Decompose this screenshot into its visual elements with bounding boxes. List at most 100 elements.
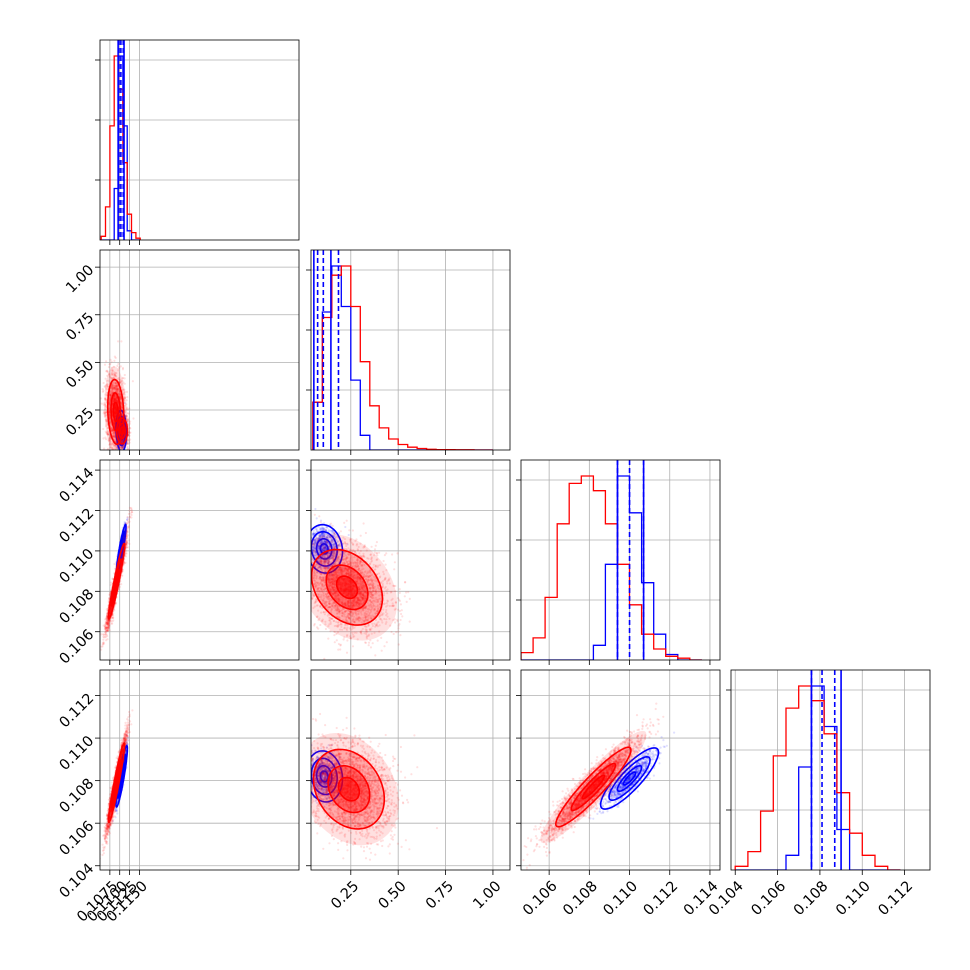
red-point — [111, 387, 115, 390]
red-point — [118, 366, 121, 369]
red-point — [108, 443, 112, 446]
red-point — [116, 377, 119, 380]
red-point — [112, 365, 115, 368]
red-point — [111, 384, 114, 387]
red-point — [105, 410, 108, 413]
red-point — [106, 369, 109, 372]
red-point — [126, 476, 128, 478]
red-point — [117, 388, 120, 391]
red-point — [112, 383, 115, 386]
red-point — [113, 397, 117, 400]
red-point — [111, 369, 114, 373]
red-point — [105, 370, 108, 373]
red-point — [113, 397, 116, 400]
red-point — [114, 356, 117, 359]
red-point — [101, 390, 104, 393]
red-point — [111, 391, 114, 394]
red-point — [110, 360, 113, 363]
red-point — [114, 408, 117, 411]
red-point — [114, 414, 117, 417]
red-point — [119, 395, 122, 398]
red-point — [121, 377, 124, 380]
red-point — [113, 447, 116, 450]
red-point — [108, 438, 111, 442]
red-point — [110, 372, 114, 375]
red-point — [113, 423, 116, 426]
red-point — [108, 439, 111, 443]
red-point — [109, 358, 112, 361]
red-point — [118, 393, 122, 397]
red-point — [126, 418, 129, 421]
red-point — [114, 372, 117, 375]
red-point — [112, 381, 115, 384]
blue-point — [120, 441, 123, 444]
red-point — [110, 428, 113, 432]
red-point — [114, 375, 117, 378]
red-point — [109, 394, 112, 397]
panel-frame — [730, 669, 931, 871]
red-point — [121, 379, 124, 382]
red-point — [108, 397, 111, 400]
red-point — [109, 362, 112, 365]
red-point — [115, 399, 118, 402]
red-point — [113, 422, 116, 425]
red-point — [119, 394, 122, 397]
red-point — [106, 374, 109, 377]
red-point — [116, 446, 119, 449]
red-point — [111, 429, 114, 432]
red-point — [109, 439, 112, 442]
red-point — [121, 452, 123, 454]
red-point — [113, 435, 116, 438]
red-point — [117, 388, 120, 391]
red-point — [125, 403, 128, 406]
red-point — [115, 385, 118, 388]
red-point — [123, 373, 126, 377]
red-point — [116, 400, 119, 403]
red-point — [128, 434, 131, 437]
red-point — [114, 384, 117, 387]
red-point — [111, 377, 114, 380]
hist-red-2 — [521, 475, 702, 660]
red-point — [113, 399, 116, 402]
panel-frame — [520, 459, 721, 661]
red-point — [114, 411, 117, 415]
red-point — [115, 382, 118, 385]
red-point — [110, 377, 113, 380]
red-point — [108, 446, 112, 449]
red-point — [115, 382, 118, 385]
red-point — [111, 447, 114, 450]
red-point — [114, 398, 117, 401]
red-point — [126, 447, 129, 450]
red-point — [120, 441, 124, 444]
red-point — [113, 395, 116, 398]
red-point — [127, 439, 130, 442]
red-point — [114, 397, 117, 400]
red-point — [114, 406, 117, 409]
red-point — [113, 421, 116, 424]
red-point — [126, 445, 129, 449]
red-point — [114, 386, 117, 389]
red-point — [114, 406, 117, 409]
red-point — [108, 437, 111, 440]
red-point — [116, 400, 119, 403]
red-point — [103, 447, 106, 450]
red-point — [109, 390, 112, 393]
red-point — [113, 399, 117, 402]
red-point — [113, 444, 116, 447]
red-point — [123, 396, 126, 399]
blue-point — [120, 419, 123, 422]
red-point — [108, 373, 111, 376]
red-point — [112, 385, 116, 388]
red-point — [113, 423, 116, 426]
red-contours — [104, 366, 130, 450]
red-point — [111, 385, 114, 388]
red-point — [113, 410, 117, 413]
red-point — [110, 427, 113, 430]
red-point — [115, 387, 118, 390]
red-point — [109, 393, 112, 396]
red-point — [120, 465, 122, 467]
red-point — [104, 397, 107, 400]
red-point — [131, 380, 134, 383]
red-point — [116, 389, 119, 392]
red-point — [102, 412, 105, 415]
